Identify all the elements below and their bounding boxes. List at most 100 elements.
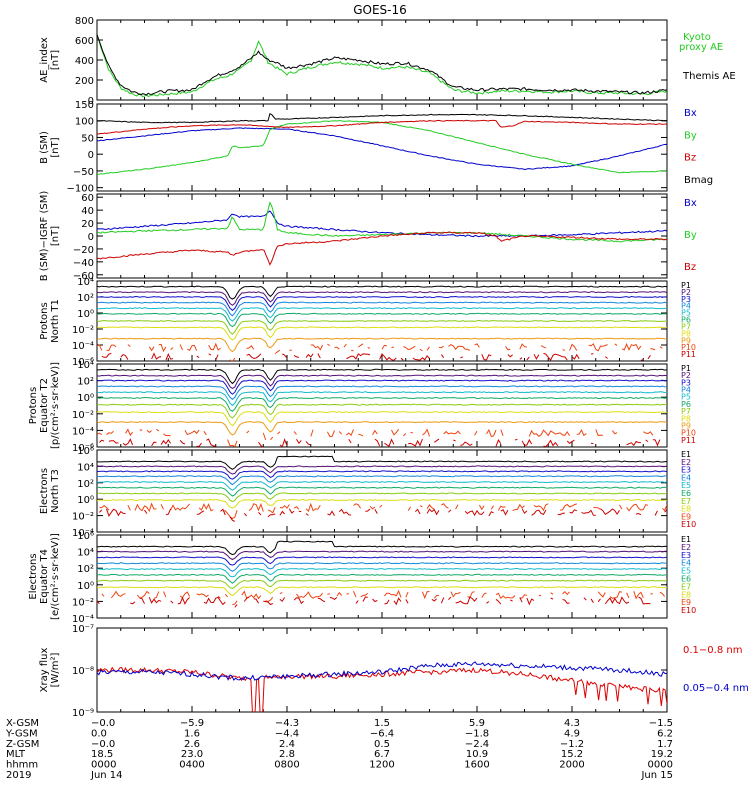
series-line-by [97,201,667,243]
series-line-e2 [97,550,667,561]
y-tick-label: −50 [73,167,94,178]
axis-row-value: −4.3 [275,718,299,729]
y-tick-label: 10⁴ [77,360,94,371]
y-tick-label: 10⁻⁴ [72,426,94,437]
y-tick-label: 10⁻² [72,410,94,421]
series-line-e6 [97,486,667,497]
axis-row-value: −2.4 [465,739,489,750]
series-line-p11 [102,353,665,370]
y-axis-label: [W/m²] [50,652,61,687]
y-tick-label: 800 [75,16,94,27]
y-axis-label: Electrons [39,468,50,514]
series-line-0-05-0-4-nm [97,661,667,681]
panel-frame [96,627,668,713]
legend-entry: P2 [681,288,691,297]
legend-entry: P9 [681,336,691,345]
y-tick-label: 100 [75,117,94,128]
y-tick-label: 10⁰ [77,393,94,404]
series-group [97,540,667,607]
legend-entry: P6 [681,400,691,409]
axis-row-value: 1.6 [184,728,200,739]
panel-b_minus_igrf: −60 −40 −20 0 20 40 60 B (SM)−IGRF (SM) [nT] Bx By… [39,191,697,282]
axis-row-value: 6.2 [657,728,673,739]
legend-entry: P7 [681,322,691,331]
y-tick-label: 10⁻² [72,325,94,336]
y-tick-label: 200 [75,76,94,87]
axis-row-value: 0000 [91,760,116,771]
axis-row-value: 2000 [559,760,584,771]
legend-entry: E7 [681,582,691,591]
axis-row-value: Jun 15 [640,770,673,781]
y-tick-label: 10⁻⁶ [72,357,94,368]
axis-row-value: 0400 [179,760,204,771]
axis-row-value: 0800 [274,760,299,771]
y-tick-label: 400 [75,56,94,67]
y-tick-label: 10⁰ [77,581,94,592]
legend-entry: P1 [681,364,691,373]
panel-frame [96,103,668,192]
y-tick-label: 10⁻⁴ [72,528,94,539]
series-line-p11 [99,439,667,457]
legend-entry: P10 [681,429,696,438]
panel-frame [96,449,668,533]
legend-entry: Bmag [684,175,713,186]
axis-row-value: 0.0 [91,728,107,739]
y-axis-label: [e/(cm²·s·sr·keV)] [50,533,61,620]
legend-entry: P3 [681,295,691,304]
series-group [97,34,667,98]
axis-row-value: 1.7 [657,739,673,750]
y-axis-label: [nT] [50,137,61,157]
series-line-p1 [97,285,667,300]
axis-row-value: −4.4 [275,728,299,739]
series-line-e8 [97,586,667,597]
series-line-e4 [97,562,667,572]
y-tick-label: 10⁻⁹ [72,708,94,719]
legend-entry: P11 [681,350,696,359]
y-tick-label: −40 [73,258,94,269]
y-tick-label: −20 [73,245,94,256]
legend-entry: E5 [681,567,691,576]
y-axis-label: [p/(cm²·s·sr·keV)] [50,362,61,449]
axis-row-label: MLT [6,749,26,760]
series-line-e10 [97,597,665,607]
series-line-p3 [97,295,667,311]
chart-title: GOES-16 [353,3,407,17]
axis-row-value: −6.4 [370,728,394,739]
legend-entry: P5 [681,393,691,402]
legend-entry: By [684,230,697,241]
axis-row-value: 1600 [464,760,489,771]
series-line-themis-ae [97,34,667,96]
axis-row-value: 1200 [369,760,394,771]
axis-row-label: X-GSM [6,718,39,729]
legend-entry: Bx [684,198,697,209]
legend-entry: P4 [681,386,691,395]
y-tick-label: 10⁻² [72,512,94,523]
series-group [97,112,667,175]
y-tick-label: 10⁴ [77,462,94,473]
y-tick-label: 20 [81,219,94,230]
series-line-p1 [97,368,667,385]
legend-entry: E3 [681,466,691,475]
axis-row-value: 6.7 [374,749,390,760]
series-line-e7 [97,579,667,589]
series-line-p6 [97,396,667,412]
legend-entry: P5 [681,309,691,318]
legend-entry: P10 [681,343,696,352]
series-line-p5 [97,307,667,322]
series-line-bz [97,119,667,135]
axis-row-value: 10.9 [466,749,488,760]
y-tick-label: −100 [67,184,94,195]
series-line-e6 [97,573,667,584]
series-line-p4 [97,301,667,317]
axis-row-value: −1.2 [560,739,584,750]
legend-entry: P8 [681,414,691,423]
legend-entry: E3 [681,551,691,560]
series-line-p5 [97,391,667,407]
legend-entry: E5 [681,481,691,490]
axis-row-value: Jun 14 [90,770,123,781]
series-line-p8 [97,326,667,341]
